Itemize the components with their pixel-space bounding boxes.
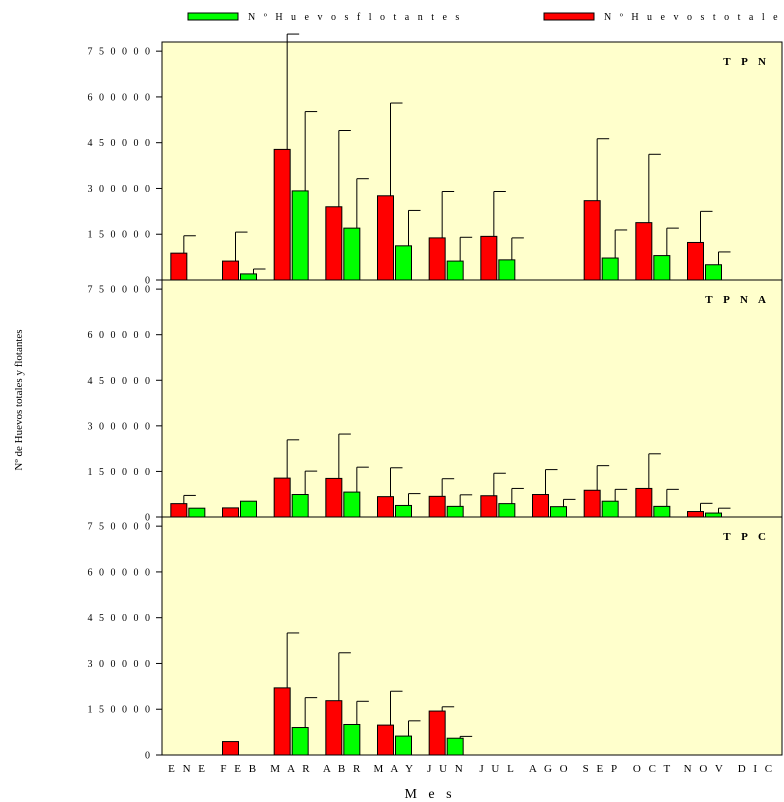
x-tick-label: E N E xyxy=(168,763,207,775)
bar-flotantes xyxy=(291,190,309,281)
panel-title: T P N xyxy=(723,56,770,68)
bar-flotantes xyxy=(705,264,722,281)
bar-totales xyxy=(377,496,394,518)
y-tick-label: 4 5 0 0 0 0 xyxy=(88,138,153,149)
x-tick-label: O C T xyxy=(633,763,673,775)
y-tick-label: 6 0 0 0 0 0 xyxy=(88,330,153,341)
bar-totales xyxy=(687,511,704,518)
y-tick-label: 6 0 0 0 0 0 xyxy=(88,567,153,578)
y-tick-label: 4 5 0 0 0 0 xyxy=(88,613,153,624)
bar-totales xyxy=(428,237,446,281)
x-axis-title: M e s xyxy=(404,787,455,802)
x-tick-label: J U L xyxy=(479,763,516,775)
bar-totales xyxy=(687,241,704,281)
y-tick-label: 0 xyxy=(145,513,152,524)
bar-flotantes xyxy=(446,260,464,281)
bar-flotantes xyxy=(395,735,412,756)
bar-totales xyxy=(325,477,343,518)
panel-background xyxy=(161,279,783,518)
bar-totales xyxy=(325,700,343,756)
x-tick-label: S E P xyxy=(583,763,620,775)
legend-swatch xyxy=(543,12,595,21)
bar-flotantes xyxy=(395,245,412,281)
panel-title: T P N A xyxy=(705,294,770,306)
y-tick-label: 0 xyxy=(145,276,152,287)
bar-totales xyxy=(377,724,394,756)
bar-totales xyxy=(480,235,498,281)
bar-totales xyxy=(635,222,653,281)
bar-flotantes xyxy=(343,491,361,518)
y-axis-title: Nº de Huevos totales y flotantes xyxy=(13,329,25,470)
bar-totales xyxy=(170,252,188,281)
y-tick-label: 7 5 0 0 0 0 xyxy=(88,285,153,296)
bar-totales xyxy=(480,495,498,518)
legend-swatch xyxy=(187,12,239,21)
x-tick-label: F E B xyxy=(220,763,258,775)
x-tick-label: A G O xyxy=(529,763,570,775)
x-tick-label: M A Y xyxy=(373,763,415,775)
bar-totales xyxy=(428,710,446,756)
y-tick-label: 3 0 0 0 0 0 xyxy=(88,659,153,670)
y-tick-label: 1 5 0 0 0 0 xyxy=(88,467,153,478)
y-tick-label: 1 5 0 0 0 0 xyxy=(88,705,153,716)
x-tick-label: M A R xyxy=(270,763,312,775)
bar-flotantes xyxy=(550,506,567,518)
panel-1: 0 1 5 0 0 0 0 3 0 0 0 0 0 4 5 0 0 0 0 6 0 0 … xyxy=(88,33,783,287)
bar-totales xyxy=(583,200,601,281)
panel-3: 0 1 5 0 0 0 0 3 0 0 0 0 0 4 5 0 0 0 0 6 0 0 … xyxy=(88,516,783,762)
bar-totales xyxy=(532,494,549,518)
panel-title: T P C xyxy=(723,531,770,543)
bar-totales xyxy=(377,195,394,281)
y-tick-label: 7 5 0 0 0 0 xyxy=(88,522,153,533)
bar-totales xyxy=(273,148,291,281)
legend-label: N º H u e v o s f l o t a n t e s xyxy=(248,12,462,23)
bar-flotantes xyxy=(343,227,361,281)
bar-flotantes xyxy=(240,273,257,281)
bar-flotantes xyxy=(653,505,671,518)
y-tick-label: 3 0 0 0 0 0 xyxy=(88,184,153,195)
x-tick-label: N O V xyxy=(684,763,726,775)
bar-flotantes xyxy=(291,727,309,756)
x-tick-label: A B R xyxy=(323,763,363,775)
bar-flotantes xyxy=(446,737,464,756)
bar-totales xyxy=(170,503,188,518)
bar-flotantes xyxy=(291,494,309,518)
y-tick-label: 1 5 0 0 0 0 xyxy=(88,230,153,241)
y-tick-label: 7 5 0 0 0 0 xyxy=(88,47,153,58)
y-tick-label: 0 xyxy=(145,751,152,762)
y-tick-label: 4 5 0 0 0 0 xyxy=(88,376,153,387)
bar-flotantes xyxy=(653,255,671,281)
x-tick-label: D I C xyxy=(738,763,775,775)
panel-background xyxy=(161,41,783,281)
bar-totales xyxy=(222,260,239,281)
bar-flotantes xyxy=(498,503,516,518)
bar-totales xyxy=(583,489,601,518)
bar-flotantes xyxy=(343,723,361,756)
x-tick-label: J U N xyxy=(427,763,465,775)
bar-flotantes xyxy=(601,257,619,281)
legend-label: N º H u e v o s t o t a l e s xyxy=(604,12,784,23)
bar-flotantes xyxy=(705,512,722,518)
bar-flotantes xyxy=(446,505,464,518)
bar-flotantes xyxy=(395,504,412,518)
bar-flotantes xyxy=(240,500,257,518)
panel-background xyxy=(161,516,783,756)
bar-totales xyxy=(273,477,291,518)
y-tick-label: 3 0 0 0 0 0 xyxy=(88,421,153,432)
bar-totales xyxy=(222,507,239,518)
bar-flotantes xyxy=(188,507,206,518)
panel-2: 0 1 5 0 0 0 0 3 0 0 0 0 0 4 5 0 0 0 0 6 0 0 … xyxy=(88,279,783,524)
bar-totales xyxy=(428,495,446,518)
bar-totales xyxy=(635,487,653,518)
chart-panels: 0 1 5 0 0 0 0 3 0 0 0 0 0 4 5 0 0 0 0 6 0 0 … xyxy=(88,33,783,762)
bar-totales xyxy=(273,687,291,756)
bar-flotantes xyxy=(498,259,516,281)
y-tick-label: 6 0 0 0 0 0 xyxy=(88,92,153,103)
bar-flotantes xyxy=(601,500,619,518)
bar-totales xyxy=(222,741,239,756)
bar-totales xyxy=(325,206,343,281)
